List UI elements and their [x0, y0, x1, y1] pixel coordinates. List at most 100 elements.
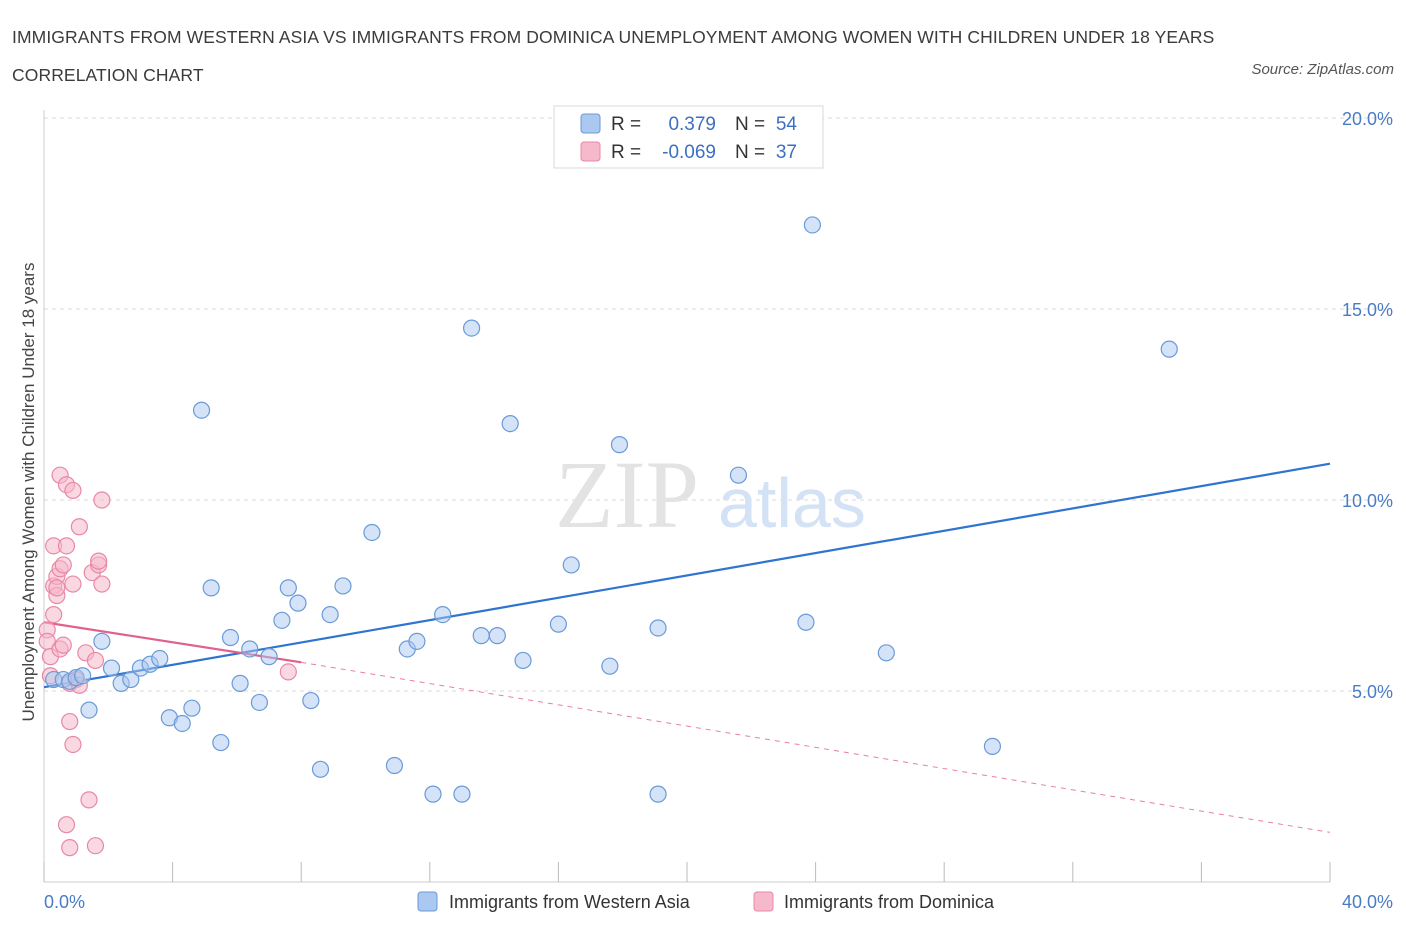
- data-point-dominica: [86, 837, 105, 855]
- y-tick-label: 20.0%: [1342, 109, 1393, 129]
- trend-lines: [43, 462, 1331, 833]
- data-point-western-asia: [385, 756, 404, 775]
- bottom-legend-label-dominica: Immigrants from Dominica: [784, 892, 995, 912]
- data-point-western-asia: [302, 691, 320, 710]
- trend-line-dominica: [43, 621, 302, 664]
- legend-swatch-western-asia: [580, 113, 601, 134]
- data-point-western-asia: [260, 648, 278, 666]
- data-point-dominica: [54, 556, 72, 574]
- data-point-western-asia: [562, 556, 580, 574]
- legend-n-label-2: N =: [735, 142, 765, 163]
- source-label: Source: ZipAtlas.com: [1251, 61, 1394, 78]
- x-tick-label-max: 40.0%: [1342, 892, 1393, 912]
- bottom-legend-swatch-western-asia: [417, 891, 438, 912]
- trend-line-dominica-extrapolated: [301, 661, 1331, 833]
- data-point-western-asia: [649, 619, 667, 637]
- legend-r-value-1: 0.379: [668, 114, 716, 135]
- data-point-western-asia: [549, 615, 568, 633]
- y-tick-labels: 5.0% 10.0% 15.0% 20.0%: [1342, 109, 1393, 702]
- grid-lines: [44, 117, 1394, 692]
- y-tick-label: 10.0%: [1342, 491, 1393, 511]
- data-point-dominica: [64, 481, 82, 500]
- data-point-dominica: [93, 491, 111, 509]
- data-point-western-asia: [183, 699, 201, 717]
- data-point-western-asia: [202, 579, 220, 597]
- chart-title: IMMIGRANTS FROM WESTERN ASIA VS IMMIGRAN…: [12, 27, 1215, 85]
- series-legend: Immigrants from Western Asia Immigrants …: [417, 891, 995, 912]
- trend-line-western-asia: [43, 462, 1331, 689]
- data-point-western-asia: [250, 693, 269, 712]
- data-point-western-asia: [212, 733, 230, 752]
- data-point-western-asia: [102, 659, 121, 677]
- legend-n-value-1: 54: [776, 114, 798, 135]
- data-point-western-asia: [151, 649, 169, 668]
- data-point-western-asia: [279, 579, 297, 597]
- data-point-western-asia: [803, 216, 821, 234]
- data-point-western-asia: [983, 737, 1002, 755]
- watermark-zip: ZIP: [555, 441, 699, 548]
- data-point-western-asia: [80, 701, 98, 719]
- data-point-western-asia: [311, 760, 330, 778]
- legend-r-value-2: -0.069: [662, 142, 716, 163]
- legend-n-label-1: N =: [735, 114, 765, 135]
- data-point-western-asia: [273, 611, 291, 629]
- data-point-dominica: [57, 537, 76, 555]
- y-tick-label: 5.0%: [1352, 682, 1393, 702]
- y-tick-label: 15.0%: [1342, 300, 1393, 320]
- data-point-dominica: [86, 651, 105, 670]
- bottom-legend-label-western-asia: Immigrants from Western Asia: [449, 892, 691, 912]
- data-point-western-asia: [1160, 340, 1178, 358]
- legend-n-value-2: 37: [776, 142, 797, 163]
- data-point-western-asia: [363, 523, 381, 542]
- data-point-western-asia: [501, 415, 519, 433]
- data-point-dominica: [64, 575, 82, 593]
- data-point-western-asia: [122, 670, 140, 689]
- legend-r-label-1: R =: [611, 114, 641, 135]
- data-point-western-asia: [601, 657, 619, 675]
- y-axis-label: Unemployment Among Women with Children U…: [19, 263, 38, 722]
- data-point-western-asia: [729, 466, 748, 484]
- x-tick-label-min: 0.0%: [44, 892, 85, 912]
- series-dominica-points: [38, 466, 297, 857]
- data-point-dominica: [45, 605, 63, 624]
- data-point-western-asia: [192, 401, 211, 419]
- data-point-dominica: [61, 839, 79, 857]
- data-point-western-asia: [424, 785, 442, 803]
- data-point-western-asia: [93, 632, 111, 650]
- x-tick-labels: 0.0% 40.0%: [44, 892, 1393, 912]
- legend-swatch-dominica: [580, 141, 601, 162]
- data-point-dominica: [57, 816, 76, 834]
- data-point-dominica: [70, 518, 88, 536]
- data-point-dominica: [61, 712, 79, 731]
- data-point-western-asia: [321, 605, 339, 624]
- data-point-western-asia: [73, 667, 92, 685]
- watermark: ZIP atlas: [555, 441, 866, 548]
- data-point-dominica: [279, 663, 297, 681]
- data-point-dominica: [48, 579, 66, 597]
- data-point-western-asia: [462, 319, 481, 337]
- data-point-dominica: [80, 791, 98, 809]
- data-point-western-asia: [453, 785, 471, 803]
- legend-r-label-2: R =: [611, 142, 641, 163]
- axes: [43, 110, 1331, 883]
- data-point-dominica: [90, 552, 108, 570]
- data-point-western-asia: [877, 644, 895, 662]
- data-point-dominica: [64, 735, 82, 754]
- data-point-western-asia: [221, 628, 240, 647]
- data-point-western-asia: [472, 627, 490, 645]
- stats-legend: R = 0.379 N = 54 R = -0.069 N = 37: [553, 105, 824, 169]
- data-point-western-asia: [797, 613, 815, 631]
- data-point-western-asia: [289, 594, 307, 612]
- data-point-western-asia: [488, 627, 506, 645]
- data-point-western-asia: [231, 674, 249, 692]
- data-point-western-asia: [610, 436, 629, 454]
- data-point-western-asia: [649, 785, 667, 803]
- data-point-western-asia: [514, 651, 532, 670]
- data-point-dominica: [54, 636, 72, 654]
- data-point-western-asia: [241, 640, 259, 658]
- series-western-asia-points: [45, 216, 1178, 803]
- data-point-western-asia: [334, 577, 352, 595]
- data-point-western-asia: [173, 714, 191, 733]
- data-point-dominica: [93, 575, 111, 593]
